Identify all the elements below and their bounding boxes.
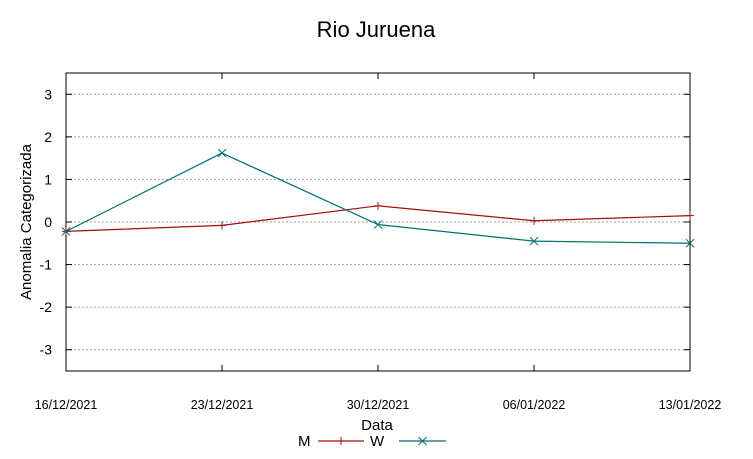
x-marker bbox=[61, 227, 71, 236]
legend-label: M bbox=[298, 433, 311, 450]
y-tick-label: 2 bbox=[44, 129, 52, 145]
x-marker bbox=[529, 236, 539, 246]
plus-marker bbox=[218, 221, 226, 230]
x-tick-label: 13/01/2022 bbox=[659, 398, 722, 412]
y-tick-label: -2 bbox=[40, 299, 53, 315]
x-tick-label: 30/12/2021 bbox=[347, 398, 410, 412]
x-marker bbox=[418, 436, 427, 446]
grid-lines bbox=[66, 93, 690, 351]
legend-label: W bbox=[370, 433, 385, 450]
x-marker bbox=[373, 220, 383, 229]
plus-marker bbox=[530, 216, 538, 225]
y-axis-ticks: 3 2 1 0 -1 -2 -3 bbox=[40, 86, 690, 358]
x-axis-label: Data bbox=[361, 417, 393, 434]
y-tick-label: -1 bbox=[40, 257, 53, 273]
y-tick-label: -3 bbox=[40, 342, 53, 358]
x-tick-label: 16/12/2021 bbox=[35, 398, 98, 412]
x-tick-label: 06/01/2022 bbox=[503, 398, 566, 412]
plus-marker bbox=[337, 437, 345, 445]
y-axis-label: Anomalia Categorizada bbox=[18, 143, 35, 300]
plus-marker bbox=[686, 211, 694, 220]
y-tick-label: 3 bbox=[44, 86, 52, 102]
y-tick-label: 0 bbox=[44, 214, 52, 230]
x-tick-label: 23/12/2021 bbox=[191, 398, 254, 412]
series-group bbox=[61, 148, 695, 248]
plus-marker bbox=[374, 201, 382, 210]
series-line-w bbox=[65, 152, 691, 244]
x-marker bbox=[685, 238, 695, 248]
x-axis-ticks: 16/12/2021 23/12/2021 30/12/2021 06/01/2022… bbox=[35, 73, 722, 412]
x-marker bbox=[217, 148, 227, 158]
y-tick-label: 1 bbox=[44, 171, 52, 187]
chart-title: Rio Juruena bbox=[317, 17, 436, 42]
